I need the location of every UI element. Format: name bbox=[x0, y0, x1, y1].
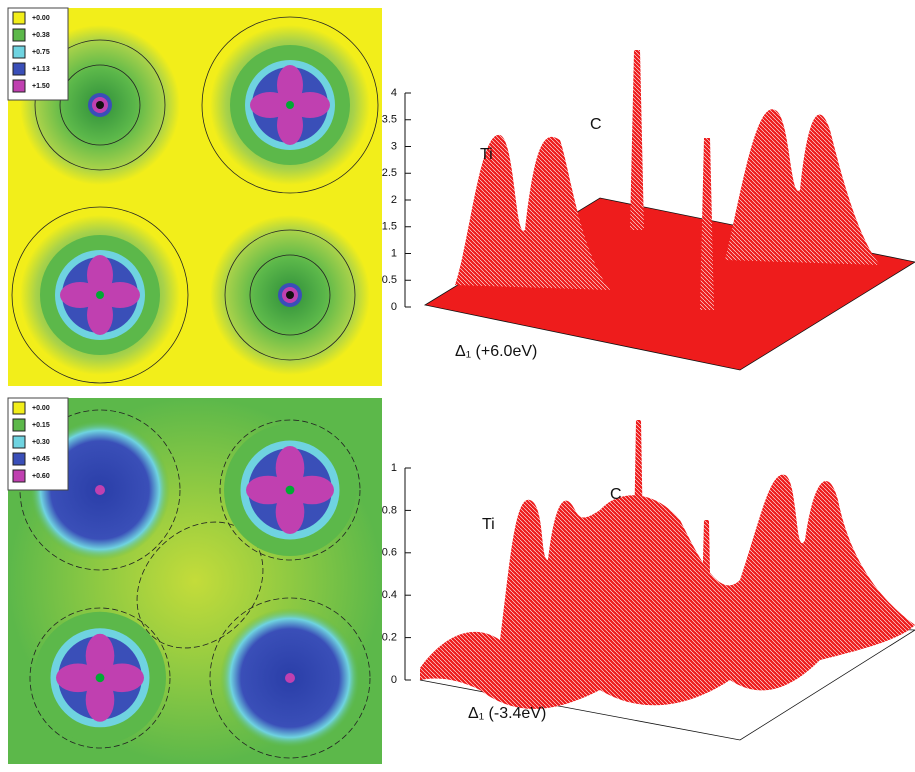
peak-label: C bbox=[610, 486, 622, 503]
legend-swatch bbox=[13, 12, 25, 24]
legend-label: +0.30 bbox=[32, 439, 50, 446]
surface-plot bbox=[405, 420, 915, 740]
z-tick-label: 0 bbox=[391, 301, 397, 313]
z-tick-label: 1 bbox=[391, 462, 397, 474]
legend-label: +1.50 bbox=[32, 83, 50, 90]
z-tick-label: 2 bbox=[391, 194, 397, 206]
z-tick-label: 0.2 bbox=[382, 632, 397, 644]
legend-swatch bbox=[13, 46, 25, 58]
axis-label: Δ₁ (-3.4eV) bbox=[468, 705, 546, 722]
legend-label: +0.45 bbox=[32, 456, 50, 463]
z-tick-label: 3.5 bbox=[382, 114, 397, 126]
axis-label: Δ₁ (+6.0eV) bbox=[455, 343, 537, 360]
legend-swatch bbox=[13, 453, 25, 465]
figure: +0.00 +0.38 +0.75 +1.13 +1.50 0 0.5 1 1.5 2 2.5 3 3.… bbox=[0, 0, 915, 767]
z-tick-label: 4 bbox=[391, 87, 397, 99]
z-tick-label: 0.5 bbox=[382, 274, 397, 286]
z-tick-label: 0 bbox=[391, 674, 397, 686]
legend-label: +0.00 bbox=[32, 405, 50, 412]
z-tick-label: 1 bbox=[391, 247, 397, 259]
legend-label: +0.38 bbox=[32, 32, 50, 39]
legend-label: +0.75 bbox=[32, 49, 50, 56]
legend-label: +1.13 bbox=[32, 66, 50, 73]
legend-swatch bbox=[13, 80, 25, 92]
legend-label: +0.60 bbox=[32, 473, 50, 480]
legend-swatch bbox=[13, 436, 25, 448]
surface-plot bbox=[405, 50, 915, 370]
z-tick-label: 3 bbox=[391, 140, 397, 152]
legend-swatch bbox=[13, 419, 25, 431]
z-tick-label: 0.6 bbox=[382, 547, 397, 559]
peak-label: C bbox=[590, 116, 602, 133]
legend-swatch bbox=[13, 29, 25, 41]
legend-label: +0.00 bbox=[32, 15, 50, 22]
z-tick-label: 0.4 bbox=[382, 589, 397, 601]
z-tick-label: 2.5 bbox=[382, 167, 397, 179]
legend-label: +0.15 bbox=[32, 422, 50, 429]
peak-label: Ti bbox=[482, 516, 495, 533]
peak-label: Ti bbox=[480, 146, 493, 163]
legend-swatch bbox=[13, 402, 25, 414]
z-tick-label: 0.8 bbox=[382, 504, 397, 516]
legend-swatch bbox=[13, 470, 25, 482]
z-tick-label: 1.5 bbox=[382, 221, 397, 233]
legend-swatch bbox=[13, 63, 25, 75]
